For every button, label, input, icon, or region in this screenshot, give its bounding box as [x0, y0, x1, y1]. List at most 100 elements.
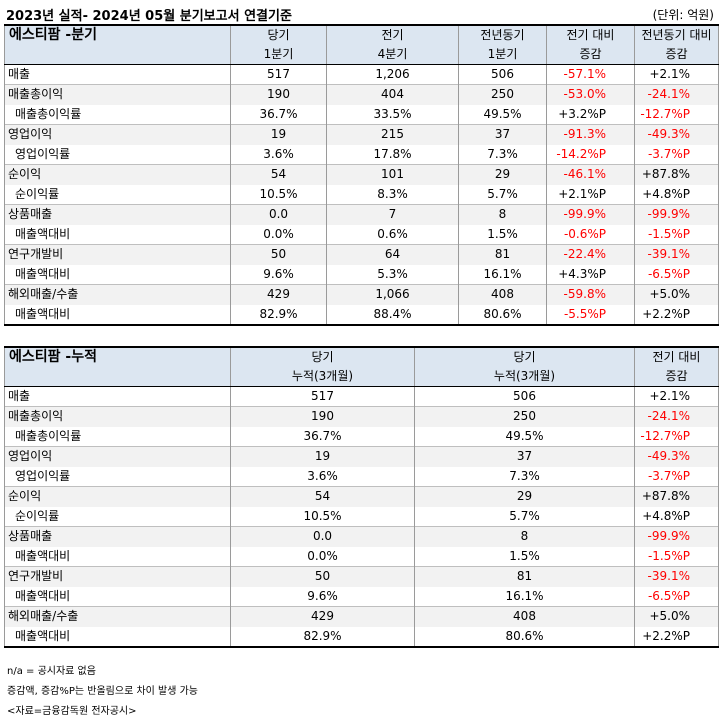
table-row: 순이익률 10.5% 5.7% +4.8%P	[4, 506, 719, 527]
table-name-blank	[4, 367, 231, 387]
table-row: 영업이익 19 37 -49.3%	[4, 446, 719, 467]
value-cell: 190	[230, 406, 415, 427]
value-cell: 19	[230, 124, 327, 145]
row-label: 매출액대비	[4, 224, 231, 245]
value-cell: 7.3%	[414, 466, 635, 487]
value-cell: 1,206	[326, 64, 459, 85]
table-header-row: 1분기 4분기 1분기 증감 증감	[4, 45, 719, 65]
table-row: 해외매출/수출 429 1,066 408 -59.8% +5.0%	[4, 284, 719, 305]
change-cell: +3.2%P	[546, 104, 635, 125]
change-cell: -99.9%	[546, 204, 635, 225]
unit-label: (단위: 억원)	[652, 8, 714, 22]
value-cell: 37	[414, 446, 635, 467]
change-cell: -1.5%P	[634, 224, 719, 245]
change-cell: -12.7%P	[634, 426, 719, 447]
table-row: 영업이익률 3.6% 7.3% -3.7%P	[4, 466, 719, 487]
value-cell: 215	[326, 124, 459, 145]
value-cell: 64	[326, 244, 459, 265]
value-cell: 0.0	[230, 204, 327, 225]
change-cell: -39.1%	[634, 566, 719, 587]
table-name: 에스티팜 -분기	[4, 24, 231, 45]
table-row: 상품매출 0.0 8 -99.9%	[4, 526, 719, 547]
change-cell: +4.3%P	[546, 264, 635, 285]
value-cell: 0.6%	[326, 224, 459, 245]
footnote-source: <자료=금융감독원 전자공시>	[7, 706, 137, 717]
table-row: 매출액대비 82.9% 88.4% 80.6% -5.5%P +2.2%P	[4, 304, 719, 326]
value-cell: 250	[414, 406, 635, 427]
row-label: 매출총이익	[4, 84, 231, 105]
footnote-rounding: 증감액, 증감%P는 반올림으로 차이 발생 가능	[7, 686, 199, 697]
change-cell: -6.5%P	[634, 264, 719, 285]
change-cell: -24.1%	[634, 406, 719, 427]
value-cell: 5.3%	[326, 264, 459, 285]
table-row: 연구개발비 50 64 81 -22.4% -39.1%	[4, 244, 719, 265]
value-cell: 1.5%	[414, 546, 635, 567]
column-header: 1분기	[458, 45, 547, 65]
change-cell: -24.1%	[634, 84, 719, 105]
table-row: 연구개발비 50 81 -39.1%	[4, 566, 719, 587]
value-cell: 506	[414, 386, 635, 407]
column-header: 전기 대비	[634, 346, 719, 367]
table-name: 에스티팜 -누적	[4, 346, 231, 367]
change-cell: -22.4%	[546, 244, 635, 265]
value-cell: 82.9%	[230, 304, 327, 326]
table-row: 해외매출/수출 429 408 +5.0%	[4, 606, 719, 627]
table-name-blank	[4, 45, 231, 65]
change-cell: +4.8%P	[634, 506, 719, 527]
change-cell: -46.1%	[546, 164, 635, 185]
value-cell: 29	[414, 486, 635, 507]
row-label: 매출총이익률	[4, 426, 231, 447]
value-cell: 88.4%	[326, 304, 459, 326]
change-cell: -53.0%	[546, 84, 635, 105]
value-cell: 0.0%	[230, 224, 327, 245]
change-cell: +87.8%	[634, 164, 719, 185]
value-cell: 81	[458, 244, 547, 265]
change-cell: +2.1%P	[546, 184, 635, 205]
change-cell: -59.8%	[546, 284, 635, 305]
column-header: 누적(3개월)	[230, 367, 415, 387]
value-cell: 7	[326, 204, 459, 225]
table-row: 매출액대비 9.6% 5.3% 16.1% +4.3%P -6.5%P	[4, 264, 719, 285]
table-header-row: 에스티팜 -분기 당기 전기 전년동기 전기 대비 전년동기 대비	[4, 24, 719, 45]
value-cell: 506	[458, 64, 547, 85]
change-cell: +5.0%	[634, 284, 719, 305]
quarterly-table: 에스티팜 -분기 당기 전기 전년동기 전기 대비 전년동기 대비 1분기 4분기 1분기 증감 증…	[4, 24, 719, 326]
change-cell: +2.1%	[634, 386, 719, 407]
value-cell: 5.7%	[458, 184, 547, 205]
value-cell: 190	[230, 84, 327, 105]
change-cell: -3.7%P	[634, 466, 719, 487]
value-cell: 33.5%	[326, 104, 459, 125]
value-cell: 49.5%	[414, 426, 635, 447]
table-header-row: 에스티팜 -누적 당기 당기 전기 대비	[4, 346, 719, 367]
value-cell: 37	[458, 124, 547, 145]
table-row: 매출액대비 0.0% 0.6% 1.5% -0.6%P -1.5%P	[4, 224, 719, 245]
row-label: 순이익	[4, 164, 231, 185]
value-cell: 29	[458, 164, 547, 185]
value-cell: 16.1%	[458, 264, 547, 285]
row-label: 순이익	[4, 486, 231, 507]
value-cell: 0.0%	[230, 546, 415, 567]
value-cell: 10.5%	[230, 506, 415, 527]
change-cell: +87.8%	[634, 486, 719, 507]
row-label: 매출총이익률	[4, 104, 231, 125]
value-cell: 404	[326, 84, 459, 105]
value-cell: 1,066	[326, 284, 459, 305]
value-cell: 517	[230, 64, 327, 85]
row-label: 연구개발비	[4, 566, 231, 587]
row-label: 순이익률	[4, 506, 231, 527]
value-cell: 36.7%	[230, 104, 327, 125]
value-cell: 5.7%	[414, 506, 635, 527]
value-cell: 80.6%	[458, 304, 547, 326]
column-header: 4분기	[326, 45, 459, 65]
row-label: 매출액대비	[4, 546, 231, 567]
value-cell: 1.5%	[458, 224, 547, 245]
change-cell: -12.7%P	[634, 104, 719, 125]
change-cell: -49.3%	[634, 446, 719, 467]
value-cell: 3.6%	[230, 466, 415, 487]
change-cell: -5.5%P	[546, 304, 635, 326]
change-cell: -57.1%	[546, 64, 635, 85]
report-header: 2023년 실적- 2024년 05월 분기보고서 연결기준 (단위: 억원)	[4, 4, 718, 24]
change-cell: +2.2%P	[634, 304, 719, 326]
change-cell: -6.5%P	[634, 586, 719, 607]
row-label: 매출	[4, 386, 231, 407]
